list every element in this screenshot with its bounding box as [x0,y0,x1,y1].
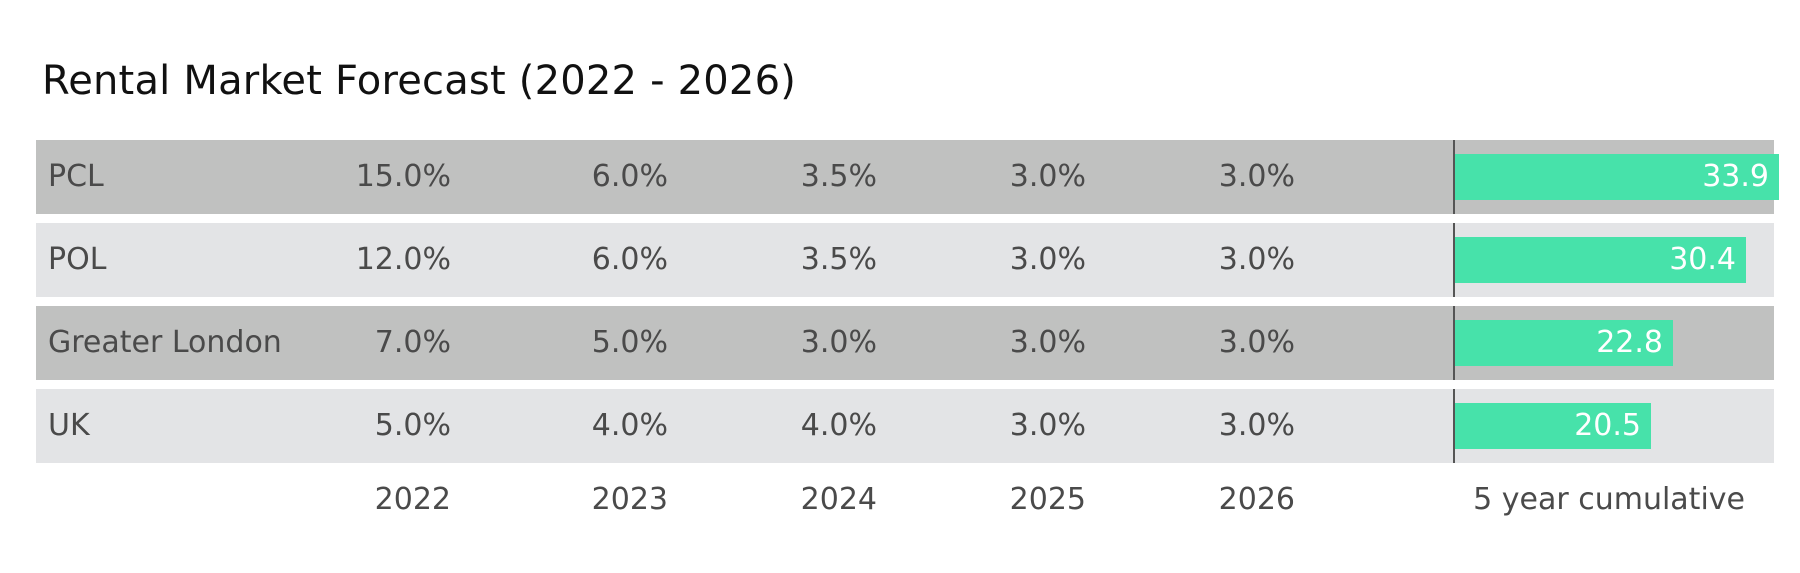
value-cell-2025: 3.0% [1009,408,1086,443]
value-cell-2024: 3.0% [800,325,877,360]
value-cell-2023: 6.0% [591,242,668,277]
value-cell-2024: 3.5% [800,242,877,277]
column-label-2023: 2023 [591,482,668,517]
cumulative-bar-label: 22.8 [1596,325,1663,360]
column-label-2026: 2026 [1218,482,1295,517]
bar-axis-line [1453,223,1455,297]
value-cell-2022: 12.0% [355,242,451,277]
table-row: Greater London 7.0% 5.0% 3.0% 3.0% 3.0% 22.8 [36,306,1774,380]
value-cell-2025: 3.0% [1009,159,1086,194]
table-row: PCL 15.0% 6.0% 3.5% 3.0% 3.0% 33.9 [36,140,1779,214]
value-cell-2023: 4.0% [591,408,668,443]
bar-axis-line [1453,306,1455,380]
row-label: PCL [48,159,104,194]
value-cell-2024: 3.5% [800,159,877,194]
cumulative-bar-label: 30.4 [1669,242,1736,277]
cumulative-bar [1455,154,1779,200]
value-cell-2023: 6.0% [591,159,668,194]
table-row: UK 5.0% 4.0% 4.0% 3.0% 3.0% 20.5 [36,389,1774,463]
bar-axis-line [1453,389,1455,463]
cumulative-bar [1455,320,1673,366]
value-cell-2022: 5.0% [374,408,451,443]
table-row: POL 12.0% 6.0% 3.5% 3.0% 3.0% 30.4 [36,223,1774,297]
column-label-2022: 2022 [374,482,451,517]
cumulative-bar-label: 20.5 [1574,408,1641,443]
value-cell-2022: 15.0% [355,159,451,194]
row-label: POL [48,242,107,277]
value-cell-2026: 3.0% [1218,408,1295,443]
row-label: Greater London [48,325,282,360]
value-cell-2023: 5.0% [591,325,668,360]
column-label-2024: 2024 [800,482,877,517]
value-cell-2025: 3.0% [1009,325,1086,360]
cumulative-bar [1455,403,1651,449]
value-cell-2026: 3.0% [1218,242,1295,277]
chart-title: Rental Market Forecast (2022 - 2026) [42,58,797,104]
value-cell-2026: 3.0% [1218,159,1295,194]
value-cell-2022: 7.0% [374,325,451,360]
bar-axis-line [1453,140,1455,214]
cumulative-bar-label: 33.9 [1702,159,1769,194]
cumulative-bar [1455,237,1746,283]
column-label-2025: 2025 [1009,482,1086,517]
value-cell-2024: 4.0% [800,408,877,443]
value-cell-2026: 3.0% [1218,325,1295,360]
value-cell-2025: 3.0% [1009,242,1086,277]
cumulative-column-label: 5 year cumulative [1473,482,1745,517]
row-label: UK [48,408,90,443]
